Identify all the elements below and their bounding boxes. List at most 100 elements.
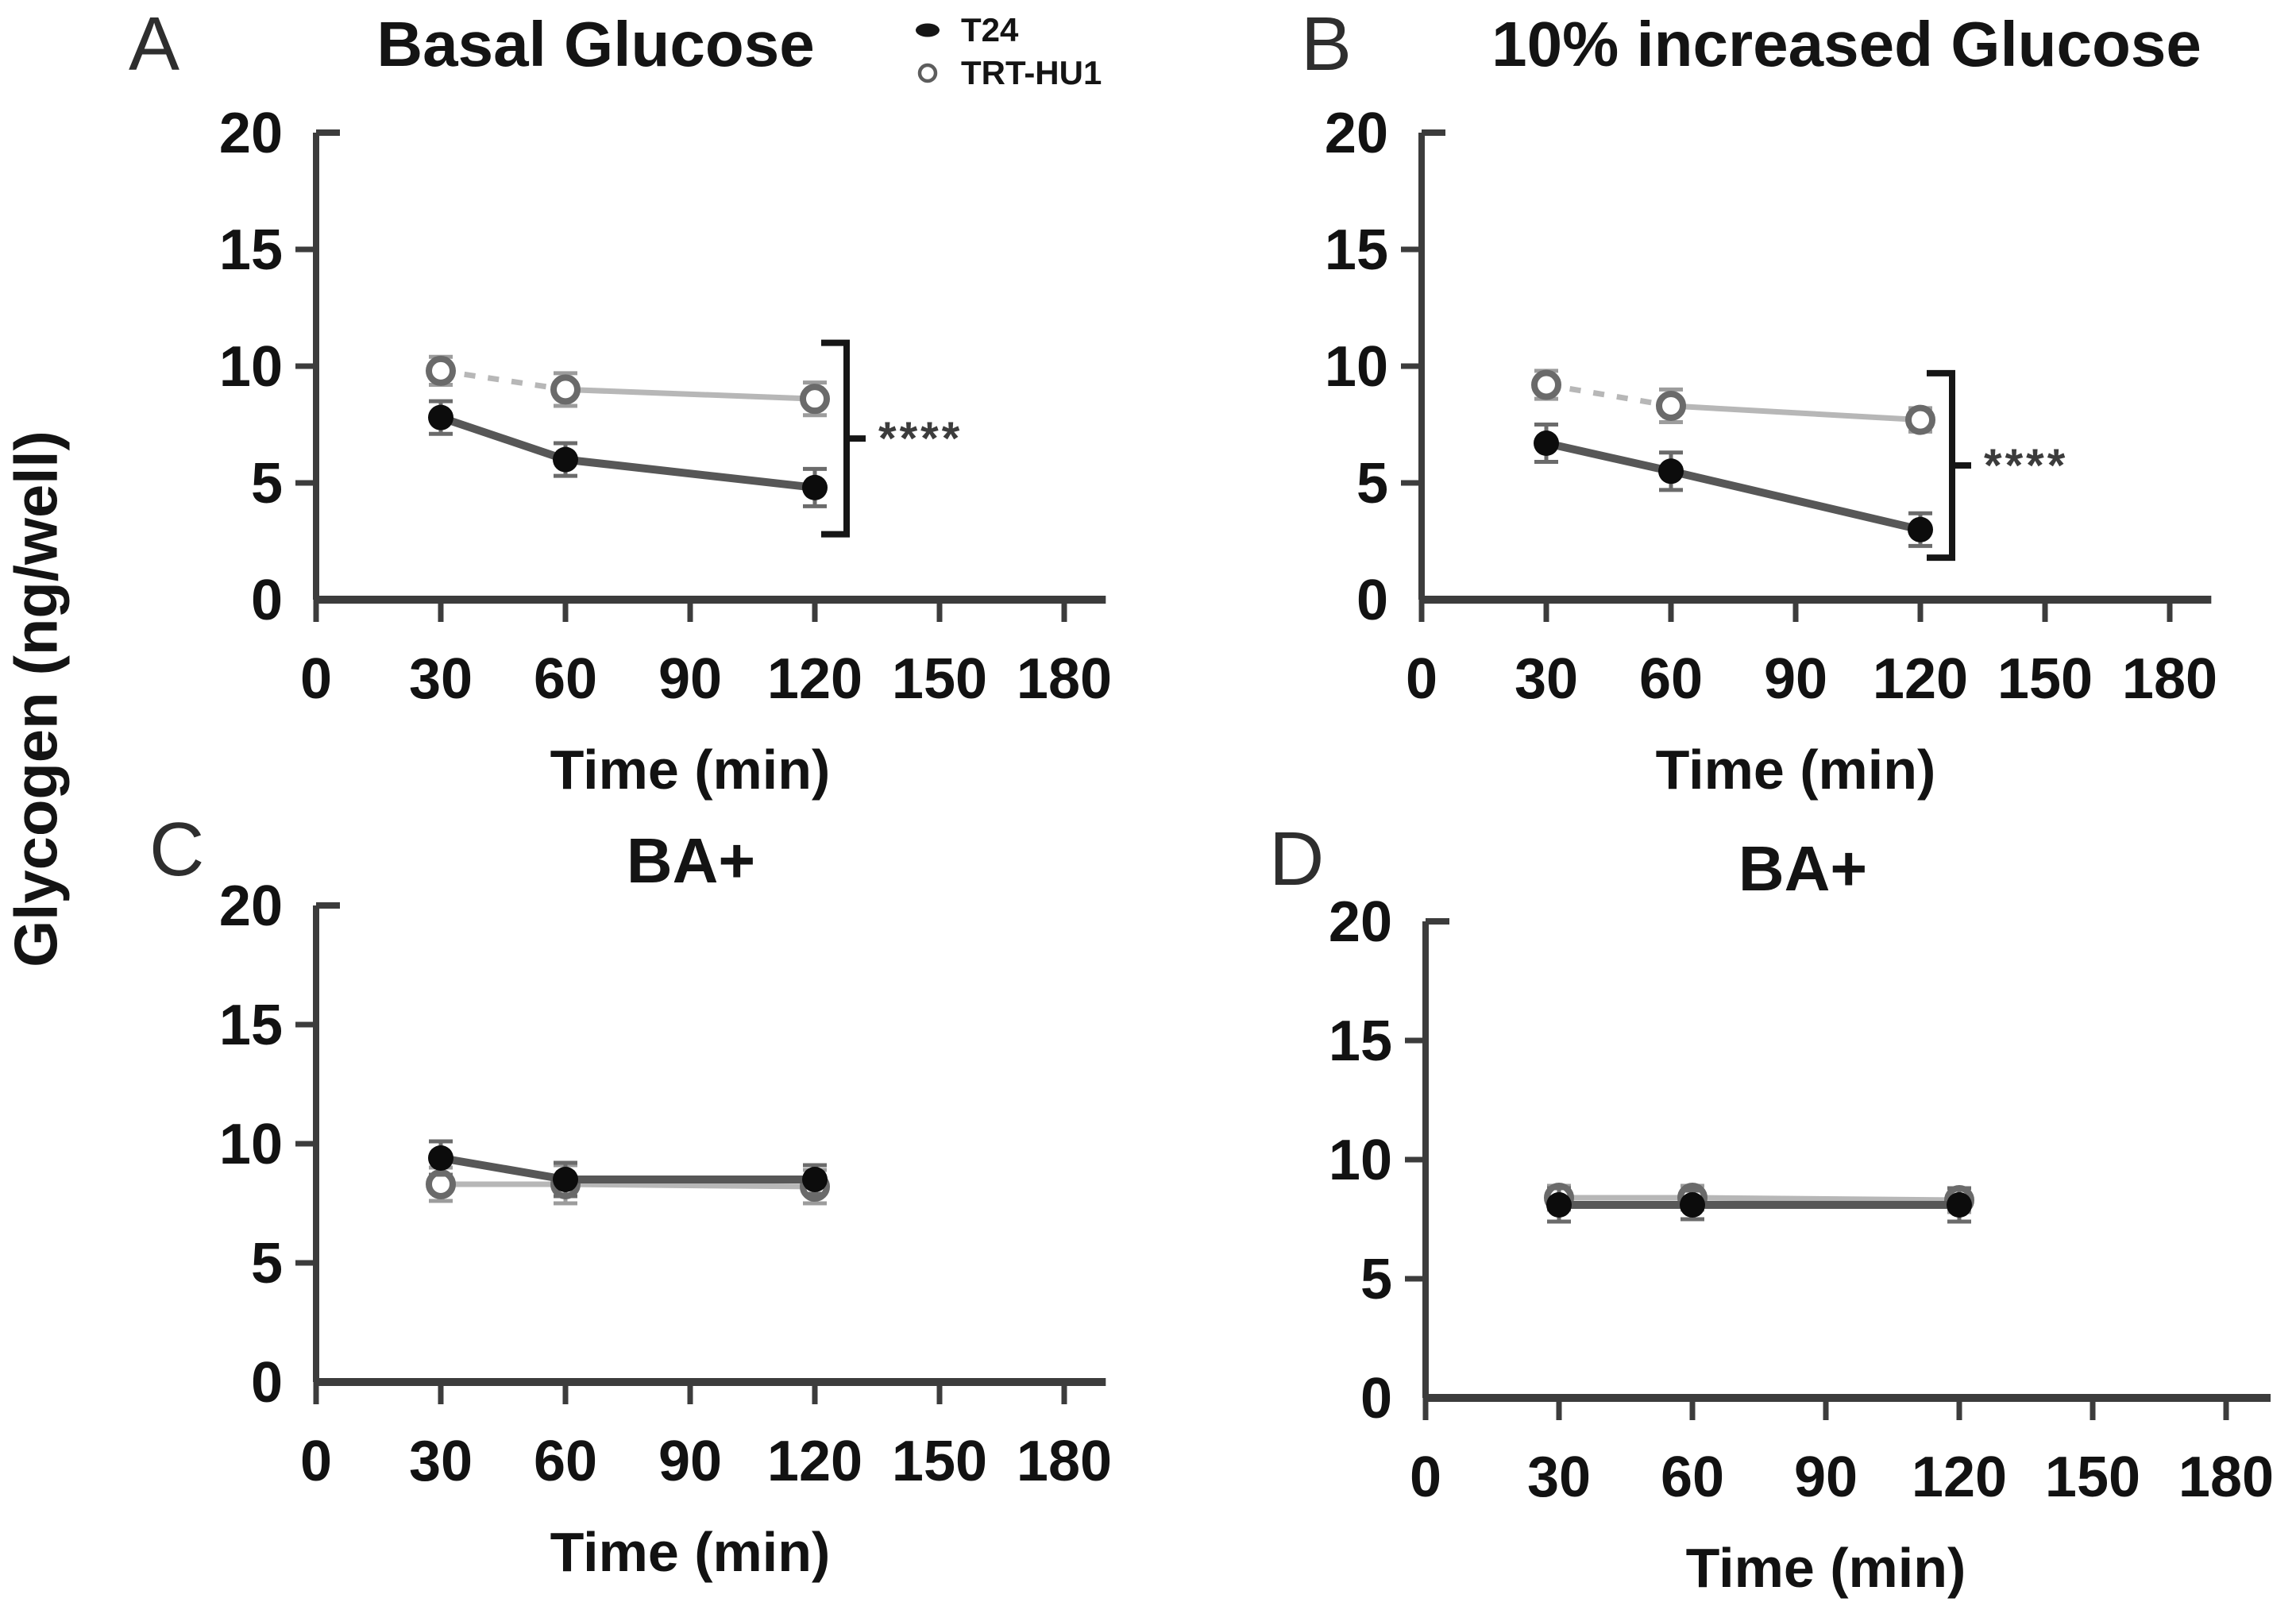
y-tick-label: 10 <box>219 335 283 399</box>
x-tick-label: 60 <box>534 1430 597 1493</box>
x-tick-label: 150 <box>892 647 987 711</box>
x-tick-label: 90 <box>1794 1446 1858 1509</box>
y-tick-label: 10 <box>1325 335 1388 399</box>
x-axis-title: Time (min) <box>550 1521 831 1583</box>
x-tick-label: 30 <box>1515 647 1578 711</box>
x-tick-label: 120 <box>1912 1446 2007 1509</box>
panel-letter-a: A <box>129 2 180 87</box>
axes: 0 5 10 15 20 0 30 60 90 120 150 180 Time (min) <box>219 874 1112 1583</box>
x-tick-label: 60 <box>1639 647 1703 711</box>
y-tick-label: 5 <box>251 1232 283 1295</box>
legend-label-t24: T24 <box>961 11 1019 48</box>
y-tick-label: 0 <box>251 569 283 632</box>
y-tick-label: 15 <box>219 218 283 282</box>
panel-letter-b: B <box>1301 2 1353 87</box>
filled-circle-marker <box>1658 458 1684 485</box>
legend-item-trt-hu1: TRT-HU1 <box>912 56 1102 91</box>
axes: 0 5 10 15 20 0 30 60 90 120 150 180 Time (min) <box>219 102 1112 801</box>
y-tick-label: 15 <box>1325 218 1388 282</box>
filled-circle-marker <box>1947 1192 1972 1218</box>
y-axis-label: Glycogen (ng/well) <box>2 430 71 967</box>
x-tick-label: 150 <box>1997 647 2093 711</box>
series-line <box>440 368 566 392</box>
y-tick-label: 20 <box>1325 102 1388 165</box>
significance-stars: **** <box>878 413 963 465</box>
filled-circle-icon <box>916 23 940 37</box>
series-line <box>1545 382 1672 409</box>
series-line <box>440 1154 566 1183</box>
x-tick-label: 180 <box>2122 647 2217 711</box>
x-tick-label: 30 <box>1527 1446 1591 1509</box>
open-circle-marker <box>1656 390 1686 421</box>
x-tick-label: 60 <box>1661 1446 1724 1509</box>
panel-letter-c: C <box>149 807 205 892</box>
axes: 0 5 10 15 20 0 30 60 90 120 150 180 Time (min) <box>1325 102 2217 801</box>
open-circle-marker <box>426 355 456 386</box>
x-tick-label: 120 <box>1873 647 1968 711</box>
legend: T24 TRT-HU1 <box>912 13 1102 91</box>
series-trt-hu1 <box>1531 369 1935 435</box>
series-line <box>565 386 816 402</box>
series-line <box>565 1181 816 1190</box>
y-tick-label: 15 <box>1329 1010 1392 1073</box>
x-tick-label: 60 <box>534 647 597 711</box>
series-trt-hu1 <box>426 354 830 418</box>
series-t24 <box>1546 1186 1972 1224</box>
panel-c-chart: 0 5 10 15 20 0 30 60 90 120 150 180 Time (min) <box>219 874 1112 1583</box>
panel-b-chart: 0 5 10 15 20 0 30 60 90 120 150 180 Time (min) **** <box>1325 102 2217 801</box>
open-circle-marker <box>1531 369 1561 400</box>
filled-circle-marker <box>1680 1192 1705 1218</box>
series-line <box>565 455 816 492</box>
significance-bracket: **** <box>1927 369 2065 562</box>
panel-letter-d: D <box>1269 817 1325 901</box>
filled-circle-marker <box>1534 430 1559 457</box>
series-line <box>1545 439 1673 476</box>
panel-a-chart: 0 5 10 15 20 0 30 60 90 120 150 180 Time (min) **** <box>219 102 1112 801</box>
axes: 0 5 10 15 20 0 30 60 90 120 150 180 Time (min) <box>1329 890 2274 1599</box>
x-tick-label: 180 <box>1017 1430 1112 1493</box>
x-axis-title: Time (min) <box>1686 1537 1966 1599</box>
series-line <box>1670 403 1921 423</box>
y-tick-label: 20 <box>219 102 283 165</box>
x-tick-label: 90 <box>658 647 722 711</box>
y-tick-label: 0 <box>251 1351 283 1415</box>
x-tick-label: 120 <box>767 647 862 711</box>
y-tick-label: 15 <box>219 994 283 1057</box>
x-tick-label: 0 <box>300 1430 332 1493</box>
filled-circle-marker <box>553 1167 578 1192</box>
x-tick-label: 30 <box>409 1430 473 1493</box>
legend-label-trt-hu1: TRT-HU1 <box>961 54 1102 91</box>
open-circle-marker <box>1905 404 1935 435</box>
series-t24 <box>428 1139 828 1199</box>
y-tick-label: 20 <box>1329 890 1392 954</box>
series-t24 <box>428 399 828 508</box>
y-tick-label: 0 <box>1356 569 1388 632</box>
x-tick-label: 30 <box>409 647 473 711</box>
y-tick-label: 10 <box>219 1113 283 1176</box>
filled-circle-marker <box>802 1167 828 1192</box>
y-tick-label: 0 <box>1360 1367 1392 1430</box>
x-tick-label: 0 <box>1406 647 1437 711</box>
filled-circle-marker <box>553 446 578 473</box>
y-tick-label: 5 <box>1356 452 1388 515</box>
series-line <box>1692 1195 1960 1203</box>
x-tick-label: 0 <box>300 647 332 711</box>
filled-circle-marker <box>428 404 453 430</box>
panel-a-title: Basal Glucose <box>376 9 815 79</box>
x-tick-label: 0 <box>1410 1446 1441 1509</box>
open-circle-marker <box>800 384 830 415</box>
panel-d-chart: 0 5 10 15 20 0 30 60 90 120 150 180 Time (min) <box>1329 890 2274 1599</box>
significance-bracket: **** <box>821 339 963 538</box>
x-tick-label: 180 <box>2178 1446 2274 1509</box>
series-t24 <box>1534 423 1933 548</box>
x-tick-label: 90 <box>658 1430 722 1493</box>
filled-circle-marker <box>1908 516 1933 542</box>
x-tick-label: 90 <box>1764 647 1827 711</box>
x-tick-label: 150 <box>2045 1446 2140 1509</box>
y-tick-label: 5 <box>251 452 283 515</box>
filled-circle-marker <box>1546 1192 1572 1218</box>
filled-circle-marker <box>802 474 828 500</box>
series-trt-hu1 <box>426 1163 830 1206</box>
series-line <box>439 413 567 464</box>
